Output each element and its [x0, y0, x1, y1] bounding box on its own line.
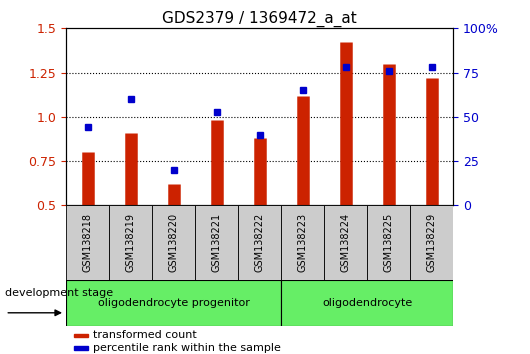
Text: oligodendrocyte: oligodendrocyte — [322, 298, 412, 308]
Text: GSM138225: GSM138225 — [384, 213, 394, 272]
Title: GDS2379 / 1369472_a_at: GDS2379 / 1369472_a_at — [162, 11, 357, 27]
Bar — [109, 205, 152, 280]
Text: GSM138229: GSM138229 — [427, 213, 437, 272]
Bar — [410, 205, 453, 280]
Bar — [367, 205, 410, 280]
Bar — [324, 205, 367, 280]
Text: GSM138223: GSM138223 — [298, 213, 308, 272]
Text: GSM138224: GSM138224 — [341, 213, 351, 272]
Bar — [66, 205, 109, 280]
Bar — [238, 205, 281, 280]
Text: GSM138221: GSM138221 — [211, 213, 222, 272]
Text: GSM138218: GSM138218 — [83, 213, 93, 272]
Bar — [74, 346, 87, 350]
Text: GSM138222: GSM138222 — [255, 213, 264, 272]
Text: oligodendrocyte progenitor: oligodendrocyte progenitor — [98, 298, 250, 308]
Text: development stage: development stage — [5, 287, 113, 298]
Bar — [195, 205, 238, 280]
Bar — [281, 205, 324, 280]
Bar — [74, 333, 87, 337]
Text: GSM138219: GSM138219 — [126, 213, 136, 272]
Bar — [281, 280, 453, 326]
Bar — [152, 205, 195, 280]
Text: percentile rank within the sample: percentile rank within the sample — [93, 343, 281, 353]
Text: transformed count: transformed count — [93, 330, 197, 340]
Bar — [66, 280, 281, 326]
Text: GSM138220: GSM138220 — [169, 213, 179, 272]
